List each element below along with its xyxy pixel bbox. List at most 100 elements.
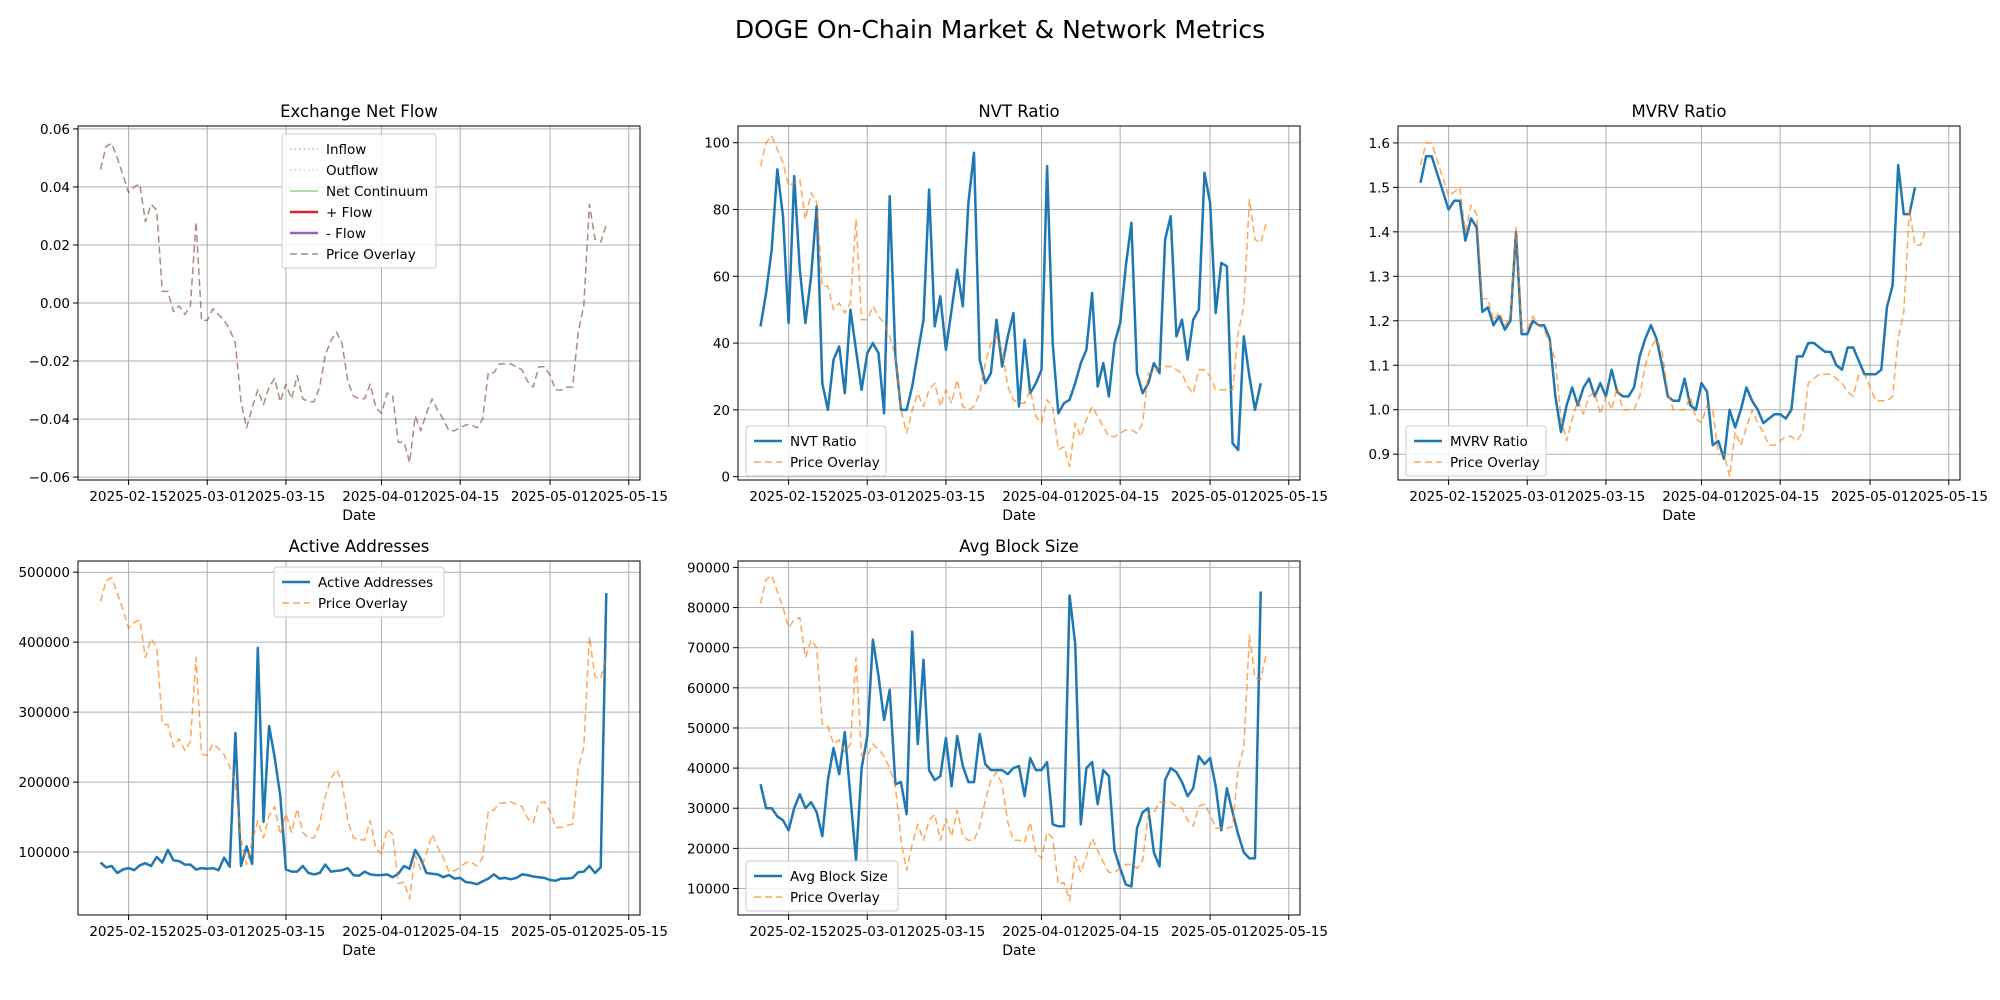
legend-entry: MVRV Ratio xyxy=(1450,434,1528,450)
y-tick-label: 10000 xyxy=(687,882,730,898)
x-tick-label: 2025-04-01 xyxy=(1002,924,1080,940)
y-tick-label: −0.06 xyxy=(29,470,70,486)
series-line-price-overlay xyxy=(99,577,608,900)
x-tick-label: 2025-02-15 xyxy=(749,489,827,505)
y-tick-label: 1.4 xyxy=(1369,225,1390,241)
x-tick-label: 2025-04-15 xyxy=(1741,489,1819,505)
y-tick-label: −0.02 xyxy=(29,354,70,370)
series-line-active-addresses xyxy=(99,593,608,886)
x-tick-label: 2025-02-15 xyxy=(1409,489,1487,505)
axes-frame xyxy=(1397,125,1961,481)
series-line-price-overlay xyxy=(759,135,1268,468)
panel-title: Exchange Net Flow xyxy=(280,102,438,121)
x-tick-label: 2025-04-15 xyxy=(421,924,499,940)
chart-panel-2: MVRV Ratio 0.9 1.0 1.1 1.2 1.3 1.4 1.5 1.6 2025-0… xyxy=(1369,102,1988,524)
x-tick-label: 2025-05-01 xyxy=(1171,924,1249,940)
legend: MVRV Ratio Price Overlay xyxy=(1405,425,1547,477)
chart-panel-0: Exchange Net Flow −0.06 −0.04 −0.02 0.00 0.02… xyxy=(29,102,668,524)
x-tick-label: 2025-04-15 xyxy=(421,489,499,505)
y-tick-label: 70000 xyxy=(687,641,730,657)
plot-area xyxy=(759,135,1268,468)
x-tick-label: 2025-04-01 xyxy=(342,924,420,940)
legend-entry: Price Overlay xyxy=(1450,455,1540,471)
legend-entry: Price Overlay xyxy=(790,455,880,471)
legend: Inflow Outflow Net Continuum + Flow - Flow Pr… xyxy=(281,133,437,269)
legend-entry: Net Continuum xyxy=(326,184,428,200)
y-tick-label: 0.9 xyxy=(1369,447,1390,463)
x-tick-label: 2025-04-01 xyxy=(1662,489,1740,505)
x-tick-label: 2025-04-15 xyxy=(1081,924,1159,940)
y-tick-label: 80000 xyxy=(687,601,730,617)
x-tick-label: 2025-02-15 xyxy=(749,924,827,940)
series-line-price-overlay xyxy=(99,142,608,464)
y-tick-label: 1.0 xyxy=(1369,403,1390,419)
y-tick-label: −0.04 xyxy=(29,412,70,428)
x-tick-label: 2025-03-01 xyxy=(1488,489,1566,505)
y-tick-label: 0.04 xyxy=(40,180,70,196)
y-tick-label: 100000 xyxy=(18,845,70,861)
plot-area xyxy=(99,577,608,900)
series-line-nvt-ratio xyxy=(759,151,1262,452)
panel-title: NVT Ratio xyxy=(978,102,1059,121)
panel-title: MVRV Ratio xyxy=(1632,102,1727,121)
panels: Exchange Net Flow −0.06 −0.04 −0.02 0.00 0.02… xyxy=(18,102,1988,959)
x-tick-label: 2025-02-15 xyxy=(89,924,167,940)
panel-title: Avg Block Size xyxy=(959,537,1079,556)
legend-entry: + Flow xyxy=(326,205,372,221)
x-tick-label: 2025-03-01 xyxy=(828,489,906,505)
y-tick-label: 0 xyxy=(721,470,730,486)
x-tick-label: 2025-05-01 xyxy=(511,489,589,505)
x-tick-label: 2025-03-15 xyxy=(247,924,325,940)
x-tick-label: 2025-05-15 xyxy=(590,489,668,505)
y-tick-label: 1.5 xyxy=(1369,180,1390,196)
x-axis-label: Date xyxy=(1662,508,1695,524)
axes-frame xyxy=(77,560,641,916)
x-tick-label: 2025-03-01 xyxy=(828,924,906,940)
series-line-price-overlay xyxy=(759,574,1268,902)
figure-title: DOGE On-Chain Market & Network Metrics xyxy=(735,15,1265,44)
y-tick-label: 60000 xyxy=(687,681,730,697)
y-tick-label: 100 xyxy=(704,136,730,152)
legend-entry: Price Overlay xyxy=(790,890,880,906)
y-tick-label: 40 xyxy=(713,336,730,352)
legend-frame xyxy=(745,425,887,477)
x-tick-label: 2025-05-01 xyxy=(1171,489,1249,505)
y-tick-label: 20000 xyxy=(687,841,730,857)
chart-panel-3: Active Addresses 100000 200000 300000 400000… xyxy=(18,537,668,959)
x-tick-label: 2025-03-01 xyxy=(168,924,246,940)
legend: Avg Block Size Price Overlay xyxy=(745,860,899,912)
y-tick-label: 30000 xyxy=(687,801,730,817)
x-axis-label: Date xyxy=(1002,508,1035,524)
legend-entry: Active Addresses xyxy=(318,575,433,591)
legend: Active Addresses Price Overlay xyxy=(273,566,445,618)
panel-title: Active Addresses xyxy=(289,537,430,556)
x-tick-label: 2025-03-15 xyxy=(1567,489,1645,505)
x-axis-label: Date xyxy=(342,508,375,524)
y-tick-label: 1.1 xyxy=(1369,358,1390,374)
y-tick-label: 500000 xyxy=(18,565,70,581)
y-tick-label: 0.00 xyxy=(40,296,70,312)
x-tick-label: 2025-03-15 xyxy=(907,924,985,940)
legend-entry: Inflow xyxy=(326,142,366,158)
legend-frame xyxy=(281,133,437,269)
legend-entry: Avg Block Size xyxy=(790,869,888,885)
y-tick-label: 0.06 xyxy=(40,122,70,138)
x-tick-label: 2025-03-15 xyxy=(247,489,325,505)
x-axis-label: Date xyxy=(342,943,375,959)
y-tick-label: 300000 xyxy=(18,705,70,721)
x-tick-label: 2025-05-01 xyxy=(511,924,589,940)
plot-area xyxy=(1419,142,1928,478)
legend-entry: Price Overlay xyxy=(318,596,408,612)
x-tick-label: 2025-04-01 xyxy=(342,489,420,505)
legend-entry: NVT Ratio xyxy=(790,434,857,450)
y-tick-label: 60 xyxy=(713,269,730,285)
legend: NVT Ratio Price Overlay xyxy=(745,425,887,477)
plot-area xyxy=(99,142,608,464)
plot-area xyxy=(759,574,1268,902)
legend-entry: - Flow xyxy=(326,226,366,242)
series-line-mvrv-ratio xyxy=(1419,154,1917,460)
x-tick-label: 2025-02-15 xyxy=(89,489,167,505)
legend-entry: Outflow xyxy=(326,163,378,179)
y-tick-label: 1.3 xyxy=(1369,269,1390,285)
